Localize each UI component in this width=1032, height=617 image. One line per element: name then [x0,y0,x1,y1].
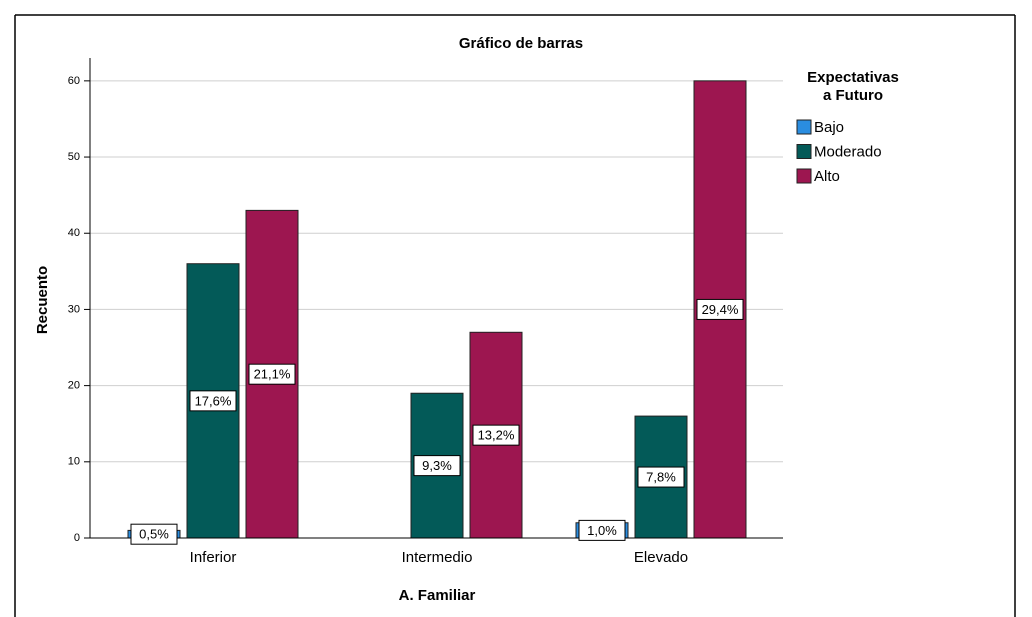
x-tick-label: Intermedio [402,549,473,566]
legend-label: Bajo [814,119,844,136]
data-label-box [413,455,461,477]
data-label-box [696,298,744,320]
legend-label: Alto [814,168,840,185]
legend-label: Moderado [814,143,882,160]
legend-title: a Futuro [823,87,883,104]
data-label-box [637,466,685,488]
data-label: 21,1% [254,367,291,382]
data-label-box [578,519,626,541]
x-tick-label: Inferior [190,549,237,566]
x-axis-label: A. Familiar [399,587,476,604]
y-tick-label: 0 [74,532,80,544]
data-label: 17,6% [195,393,232,408]
data-label-box [130,523,178,545]
data-label-box [248,363,296,385]
chart-title: Gráfico de barras [459,35,583,52]
y-axis-label: Recuento [34,266,51,334]
data-label: 9,3% [422,458,452,473]
y-tick-label: 10 [68,456,80,468]
y-tick-label: 20 [68,380,80,392]
data-label: 1,0% [587,523,617,538]
y-tick-label: 40 [68,227,80,239]
data-label-box [472,424,520,446]
y-tick-label: 30 [68,303,80,315]
x-tick-label: Elevado [634,549,688,566]
legend-swatch [796,119,812,135]
y-tick-label: 60 [68,75,80,87]
legend-swatch [796,144,812,159]
y-tick-label: 50 [68,151,80,163]
legend-swatch [796,168,812,184]
data-label: 13,2% [478,428,515,443]
data-label: 29,4% [702,302,739,317]
data-label: 7,8% [646,469,676,484]
data-label: 0,5% [139,527,169,542]
data-label-box [189,390,237,412]
legend-title: Expectativas [807,69,899,86]
